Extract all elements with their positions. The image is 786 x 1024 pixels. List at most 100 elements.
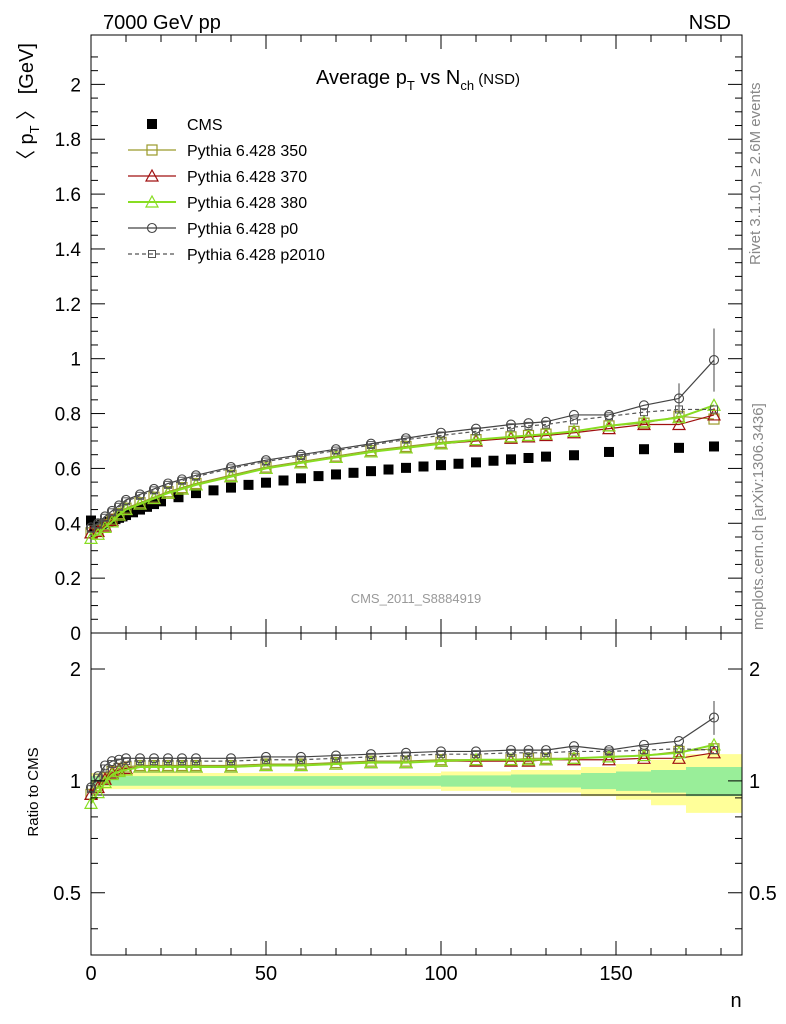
- cms-point: [674, 442, 684, 453]
- y-tick-label: 0.6: [55, 459, 81, 480]
- ratio-y-tick-label: 1: [70, 771, 81, 793]
- ratio-point: [162, 753, 174, 764]
- series-point: [710, 405, 718, 414]
- series-point: [503, 429, 519, 443]
- ratio-point: [524, 748, 533, 757]
- ratio-y-tick-label-right: 2: [749, 659, 760, 681]
- y-tick-label: 1.2: [55, 295, 81, 316]
- ratio-point: [106, 756, 118, 767]
- series-point: [101, 513, 109, 522]
- ratio-series-4: [87, 744, 718, 794]
- series-point: [671, 410, 687, 424]
- cms-point: [173, 492, 184, 503]
- cms-point: [313, 471, 324, 482]
- cms-point: [348, 467, 359, 478]
- series-point: [566, 424, 582, 437]
- ratio-point: [227, 757, 235, 766]
- legend-item: Pythia 6.428 p2010: [128, 247, 325, 264]
- legend-label: Pythia 6.428 380: [187, 195, 307, 212]
- ratio-point: [146, 759, 162, 773]
- series-point: [136, 491, 144, 500]
- y-tick-label: 2: [70, 75, 81, 96]
- chart-title: Average pT vs Nch (NSD): [316, 67, 520, 93]
- y-tick-label: 0.4: [55, 514, 82, 535]
- y-tick-label: 1.6: [55, 185, 81, 206]
- ylabel-sub: T: [27, 125, 42, 133]
- series-point: [568, 409, 580, 420]
- ratio-point: [601, 752, 617, 766]
- legend-marker: [146, 222, 158, 234]
- series-2: [83, 398, 722, 544]
- ratio-point: [160, 759, 176, 773]
- ratio-series: [83, 701, 722, 809]
- ratio-point: [113, 754, 125, 765]
- ratio-point: [101, 764, 109, 773]
- series-point: [90, 526, 106, 540]
- series-line: [90, 415, 715, 534]
- series-point: [640, 408, 648, 417]
- series-point: [433, 436, 449, 450]
- ratio-point: [225, 753, 237, 764]
- series-point: [94, 520, 102, 529]
- legend-label: Pythia 6.428 350: [187, 143, 307, 160]
- series-point: [192, 472, 200, 481]
- series-point: [115, 502, 123, 511]
- ratio-point: [523, 745, 534, 756]
- cms-point: [86, 515, 96, 526]
- series-point: [538, 426, 554, 440]
- title-main: Average p: [316, 67, 407, 89]
- x-axis-label: n: [730, 990, 741, 1012]
- ratio-point: [174, 759, 190, 773]
- series-point: [636, 417, 652, 431]
- cms-point: [604, 446, 614, 457]
- ratio-point: [297, 755, 305, 764]
- ratio-point: [365, 749, 377, 760]
- series-point: [363, 444, 379, 458]
- ratio-point: [638, 739, 650, 750]
- y-tick-label: 1: [70, 350, 81, 371]
- ylabel-post: 〉 [GeV]: [16, 43, 38, 125]
- cms-point: [453, 458, 464, 469]
- ratio-point: [363, 755, 379, 769]
- series-point: [87, 524, 95, 533]
- cms-point: [401, 462, 411, 473]
- series-point: [178, 476, 186, 485]
- cms-point: [243, 479, 254, 490]
- ratio-point: [188, 759, 204, 773]
- legend-marker: [146, 144, 158, 156]
- series-point: [638, 400, 650, 411]
- series-point: [332, 446, 340, 455]
- series-point: [601, 418, 617, 432]
- ratio-point: [470, 746, 482, 757]
- series-point: [507, 423, 515, 432]
- cms-point: [128, 507, 138, 518]
- cms-point: [709, 441, 719, 452]
- series-point: [223, 469, 239, 483]
- series-point: [402, 435, 410, 444]
- series-point: [468, 432, 484, 446]
- x-axis-tick-labels: 0 50 100 150: [85, 963, 632, 985]
- ratio-point: [176, 753, 188, 764]
- ratio-point: [437, 750, 445, 759]
- ratio-y-tick-label: 0.5: [53, 883, 81, 905]
- ratio-point: [330, 750, 342, 761]
- title-sub1: T: [407, 78, 415, 93]
- series-point: [472, 427, 480, 436]
- y-tick-label: 1.8: [55, 130, 81, 151]
- ratio-y-tick-label-right: 1: [749, 771, 760, 793]
- series-point: [706, 398, 722, 411]
- ratio-point: [328, 756, 344, 770]
- ratio-point: [503, 752, 519, 766]
- cms-point: [278, 475, 289, 486]
- ratio-point: [192, 757, 200, 766]
- cms-point: [191, 488, 201, 499]
- series-point: [258, 461, 274, 475]
- ratio-series-line: [90, 748, 715, 790]
- ratio-point: [521, 752, 536, 766]
- ratio-point: [435, 746, 447, 757]
- rivet-label: Rivet 3.1.10, ≥ 2.6M events: [747, 83, 764, 266]
- header-left: 7000 GeV pp: [103, 12, 221, 34]
- ratio-band-inner: [91, 766, 742, 797]
- main-ylabel: 〈 pT 〉 [GeV]: [16, 43, 42, 170]
